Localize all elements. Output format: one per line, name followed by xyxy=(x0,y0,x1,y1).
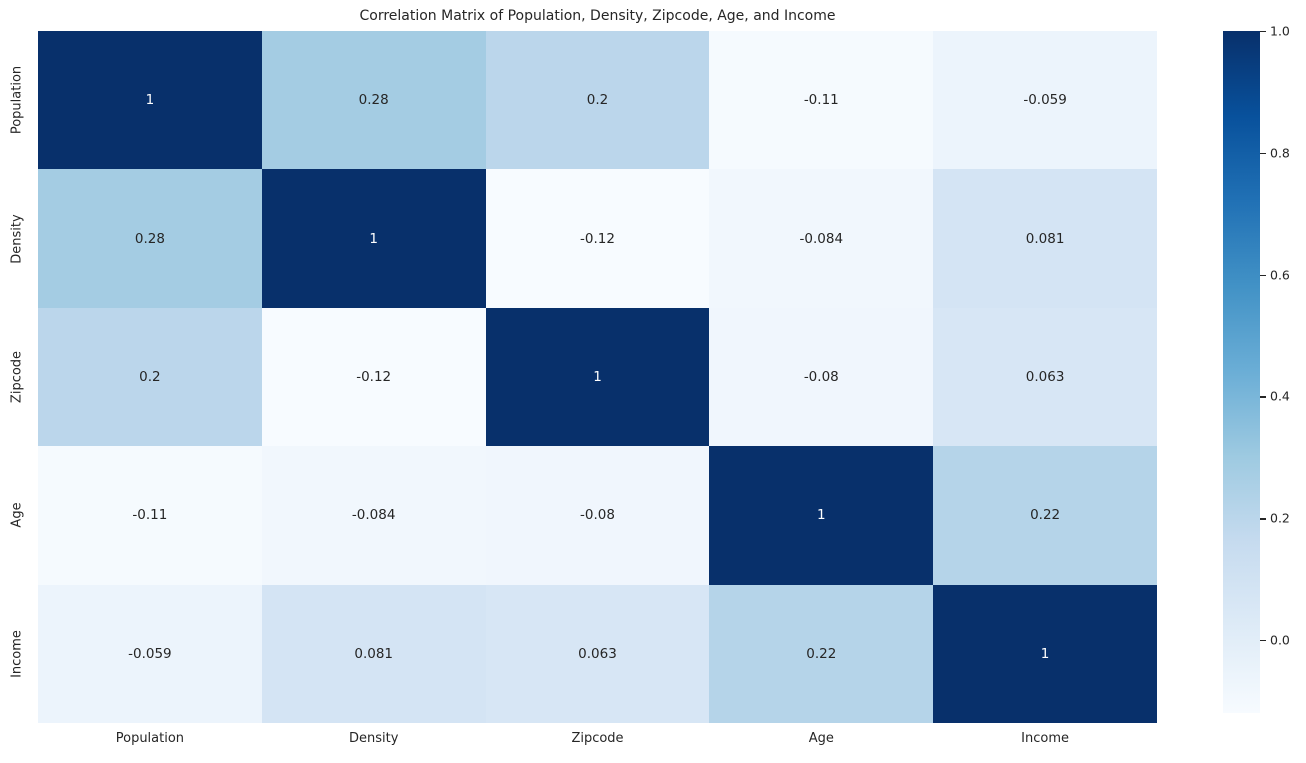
colorbar-tick-label: 1.0 xyxy=(1270,23,1290,39)
colorbar-tick-label: 0.8 xyxy=(1270,145,1290,161)
heatmap-cell: -0.11 xyxy=(709,31,934,170)
colorbar-gradient xyxy=(1223,31,1260,713)
colorbar-tick-mark xyxy=(1260,396,1266,398)
heatmap-cell: -0.084 xyxy=(709,169,934,308)
heatmap-cell: -0.12 xyxy=(261,307,486,447)
colorbar-tick-label: 0.6 xyxy=(1270,267,1290,283)
y-axis-label: Population xyxy=(9,66,25,135)
heatmap-cell: 0.22 xyxy=(709,584,934,723)
heatmap-cell: 1 xyxy=(709,446,934,585)
heatmap-cell: -0.059 xyxy=(38,584,262,723)
x-axis-label: Age xyxy=(808,731,834,746)
heatmap-cell: 1 xyxy=(485,307,710,447)
x-axis-label: Income xyxy=(1021,731,1070,746)
y-axis-label: Income xyxy=(9,629,25,678)
x-axis-label: Zipcode xyxy=(571,731,624,746)
colorbar-tick-mark xyxy=(1260,639,1266,642)
y-axis-label: Age xyxy=(9,502,25,528)
chart-title: Correlation Matrix of Population, Densit… xyxy=(359,8,836,24)
heatmap-cell: -0.08 xyxy=(485,446,710,585)
y-axis-label: Density xyxy=(9,213,25,264)
heatmap-cell: 0.2 xyxy=(485,31,710,170)
colorbar-tick-label: 0.0 xyxy=(1270,632,1290,648)
heatmap-cell: -0.059 xyxy=(933,31,1157,170)
x-axis-label: Density xyxy=(348,731,399,746)
heatmap-cell: 1 xyxy=(933,584,1157,723)
colorbar-tick-mark xyxy=(1260,518,1266,520)
heatmap-cell: 0.063 xyxy=(485,584,710,723)
heatmap-cell: 0.28 xyxy=(38,169,262,308)
colorbar-tick-mark xyxy=(1260,152,1266,155)
heatmap-cell: 0.22 xyxy=(933,446,1157,585)
heatmap-cell: -0.12 xyxy=(485,169,710,308)
heatmap-cell: -0.08 xyxy=(709,307,934,447)
colorbar-tick-mark xyxy=(1260,274,1266,276)
heatmap-grid: 1 0.28 0.2 -0.11 -0.059 0.28 1 -0.12 -0.084 0.081… xyxy=(38,31,1157,723)
colorbar-tick-label: 0.4 xyxy=(1270,388,1290,404)
heatmap-cell: 1 xyxy=(38,31,262,170)
x-axis-label: Population xyxy=(115,731,185,746)
y-axis-label: Zipcode xyxy=(9,350,25,404)
colorbar-tick-label: 0.2 xyxy=(1270,510,1290,526)
heatmap-cell: 0.081 xyxy=(933,169,1157,308)
colorbar-tick-mark xyxy=(1260,31,1266,33)
heatmap-cell: -0.084 xyxy=(261,446,486,585)
heatmap-cell: 1 xyxy=(261,169,486,308)
heatmap-cell: 0.2 xyxy=(38,307,262,447)
heatmap-cell: 0.081 xyxy=(261,584,486,723)
heatmap-cell: -0.11 xyxy=(38,446,262,585)
heatmap-cell: 0.28 xyxy=(261,31,486,170)
heatmap-cell: 0.063 xyxy=(933,307,1157,447)
